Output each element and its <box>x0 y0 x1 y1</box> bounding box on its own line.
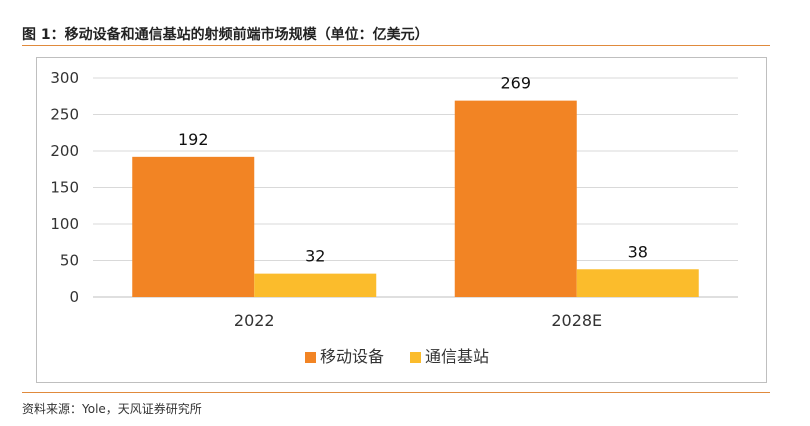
bar-base-stations-2028E <box>576 269 699 297</box>
source-divider <box>22 392 770 393</box>
y-tick-label: 200 <box>50 142 79 160</box>
chart-frame <box>36 57 767 383</box>
title-divider <box>22 45 770 46</box>
x-tick-label: 2022 <box>234 311 275 330</box>
legend-label: 通信基站 <box>425 347 489 366</box>
y-tick-label: 250 <box>50 106 79 124</box>
bar-base-stations-2022 <box>254 273 377 297</box>
data-label: 192 <box>178 130 209 149</box>
y-tick-label: 0 <box>69 288 79 306</box>
legend-swatch <box>305 352 316 363</box>
source-note: 资料来源：Yole，天风证券研究所 <box>22 402 202 416</box>
data-label: 32 <box>305 247 325 266</box>
bar-mobile-devices-2028E <box>454 100 577 297</box>
legend-swatch <box>410 352 421 363</box>
x-tick-label: 2028E <box>551 311 602 330</box>
data-label: 269 <box>500 74 531 93</box>
y-tick-label: 50 <box>60 252 79 270</box>
y-tick-label: 150 <box>50 179 79 197</box>
data-label: 38 <box>628 242 648 261</box>
bar-mobile-devices-2022 <box>132 156 255 297</box>
legend-label: 移动设备 <box>320 347 384 366</box>
figure-title: 图 1：移动设备和通信基站的射频前端市场规模（单位：亿美元） <box>22 27 429 43</box>
y-tick-label: 300 <box>50 69 79 87</box>
y-tick-label: 100 <box>50 215 79 233</box>
